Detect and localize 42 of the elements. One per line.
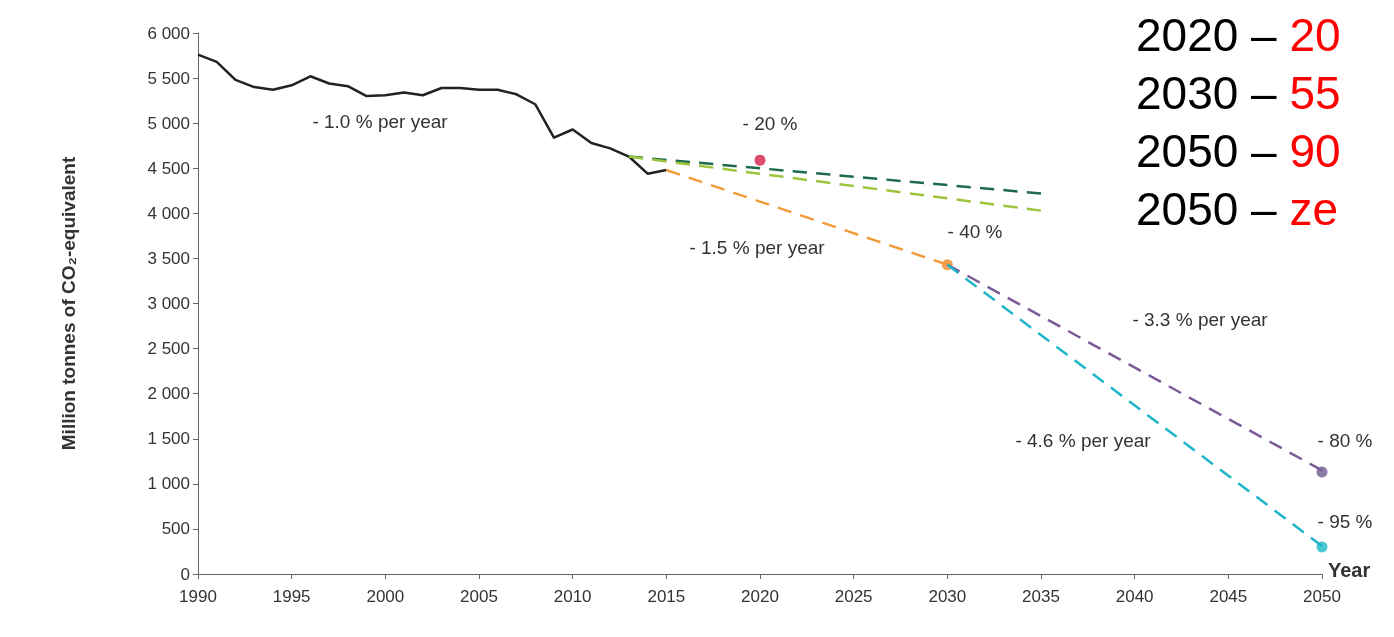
annotation: - 1.0 % per year (312, 110, 449, 132)
y-tick-label: 5 500 (147, 68, 190, 88)
x-tick-label: 1990 (179, 587, 217, 606)
y-axis-title: Million tonnes of CO₂-equivalent (58, 156, 79, 451)
y-tick-label: 2 500 (147, 339, 190, 359)
x-tick-label: 2040 (1115, 587, 1154, 606)
x-axis-title: Year (1328, 559, 1371, 581)
annotation: 2050 – ze (1136, 183, 1339, 235)
annotation: - 40 % (947, 220, 1003, 242)
y-tick-label: 500 (161, 519, 190, 539)
x-tick-label: 2000 (366, 587, 405, 606)
annotation: 2050 – 90 (1136, 125, 1341, 177)
annotation: 2030 – 55 (1136, 67, 1341, 119)
y-tick-label: 4 000 (147, 203, 190, 223)
y-tick-label: 1 000 (147, 474, 190, 494)
annotation: - 1.5 % per year (689, 236, 826, 258)
y-tick-label: 2 000 (147, 384, 190, 404)
annotation: - 20 % (742, 112, 798, 134)
point (754, 154, 766, 166)
x-tick-label: 2015 (647, 587, 686, 606)
x-tick-label: 2010 (553, 587, 592, 606)
x-tick-label: 2030 (928, 587, 967, 606)
x-tick-label: 2045 (1209, 587, 1248, 606)
y-tick-label: 5 000 (147, 113, 190, 133)
x-tick-label: 2050 (1303, 587, 1341, 606)
annotation: - 4.6 % per year (1015, 429, 1152, 451)
annotation: - 95 % (1317, 510, 1373, 532)
y-tick-label: 1 500 (147, 429, 190, 449)
x-tick-label: 2020 (741, 587, 779, 606)
y-tick-label: 3 500 (147, 248, 190, 268)
line-series (196, 53, 668, 175)
y-tick-label: 4 500 (147, 158, 190, 178)
y-tick-label: 6 000 (147, 23, 190, 43)
y-tick-label: 3 000 (147, 294, 190, 313)
y-tick-label: 0 (180, 564, 190, 584)
annotation: - 80 % (1317, 429, 1373, 451)
x-tick-label: 1995 (272, 587, 311, 606)
x-tick-label: 2025 (834, 587, 873, 606)
x-tick-label: 2035 (1022, 587, 1060, 606)
x-tick-label: 2005 (460, 587, 498, 606)
annotation: 2020 – 20 (1136, 9, 1341, 61)
annotation: - 3.3 % per year (1132, 308, 1269, 330)
